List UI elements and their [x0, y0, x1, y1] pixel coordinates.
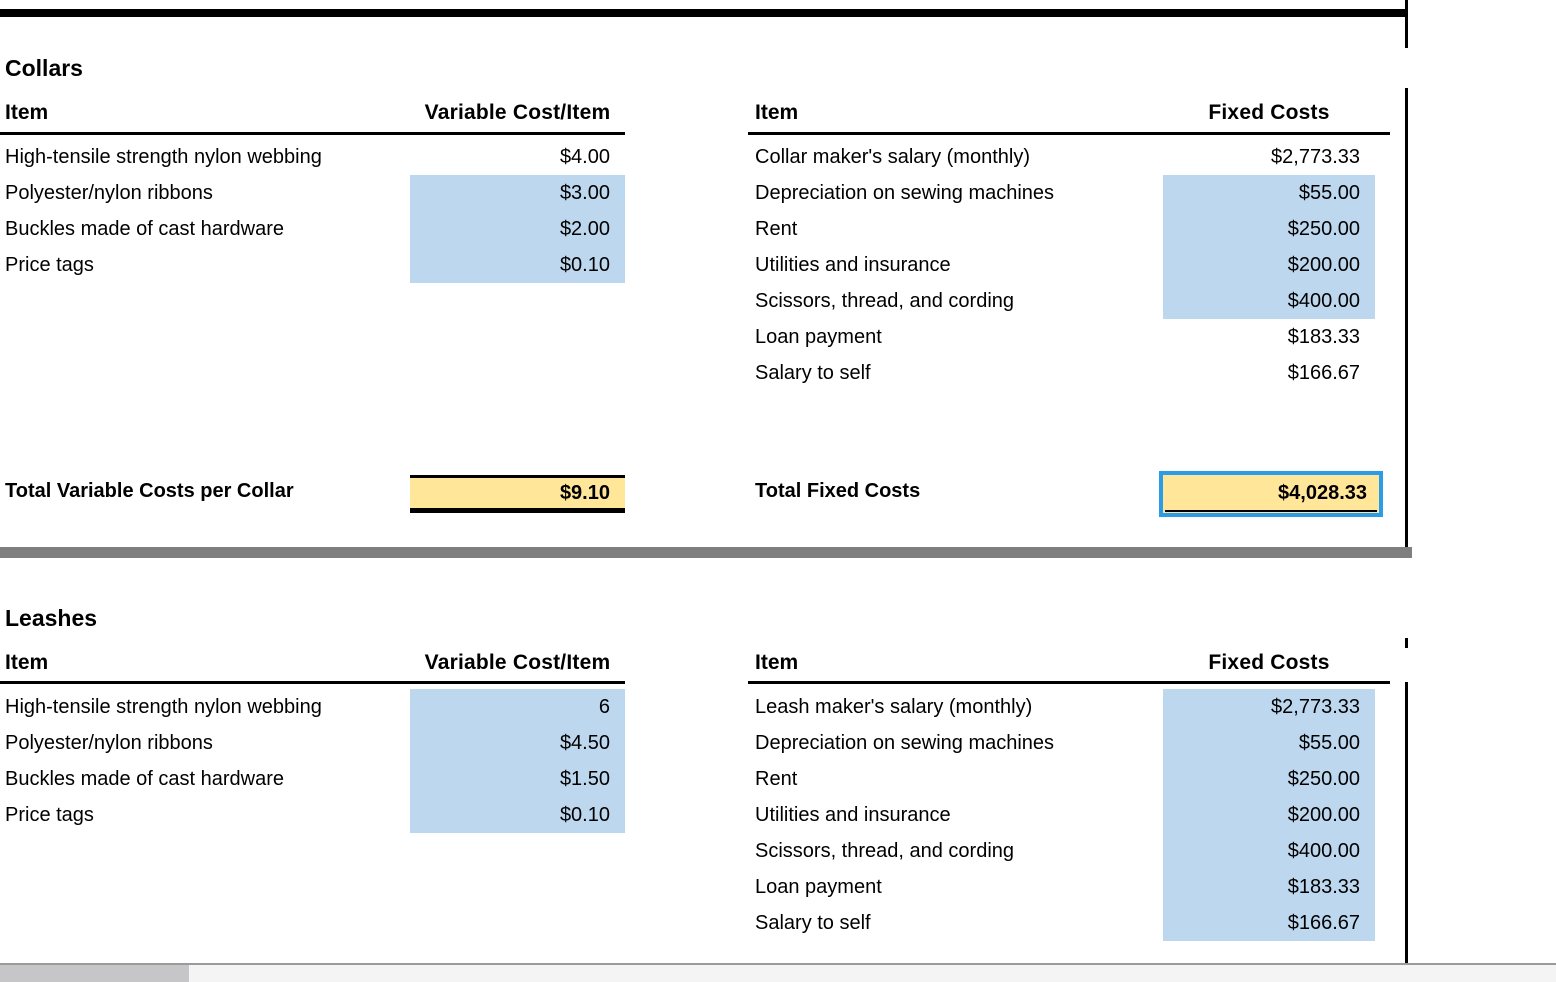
item-cell[interactable]: Depreciation on sewing machines [755, 732, 1055, 754]
header-underline [0, 132, 625, 135]
item-cell[interactable]: Leash maker's salary (monthly) [755, 696, 1033, 718]
value-cell[interactable]: $200.00 [1163, 247, 1375, 283]
header-underline [0, 681, 625, 684]
table-row: Scissors, thread, and cording $400.00 [0, 283, 1405, 319]
value-cell[interactable]: $200.00 [1163, 797, 1375, 833]
value-cell[interactable]: $3.00 [410, 175, 625, 211]
value-cell[interactable]: $166.67 [1163, 905, 1375, 941]
cell-bottom-border [1165, 510, 1377, 512]
value-cell[interactable]: $0.10 [410, 247, 625, 283]
table-row: Polyester/nylon ribbons $3.00 [0, 175, 1405, 211]
value-cell[interactable]: 6 [410, 689, 625, 725]
thick-top-border [0, 9, 1405, 17]
page-break-line [1405, 0, 1408, 48]
item-cell[interactable]: Polyester/nylon ribbons [5, 182, 213, 204]
table-row: Depreciation on sewing machines $55.00 [0, 175, 1405, 211]
table-row: Depreciation on sewing machines $55.00 [0, 725, 1405, 761]
value-cell[interactable]: $2.00 [410, 211, 625, 247]
table-row: Collar maker's salary (monthly) $2,773.3… [0, 139, 1405, 175]
item-cell[interactable]: Buckles made of cast hardware [5, 768, 285, 790]
table-row: Buckles made of cast hardware $2.00 [0, 211, 1405, 247]
horizontal-scrollbar-thumb[interactable] [0, 965, 189, 982]
section-title-collars: Collars [5, 55, 83, 81]
item-cell[interactable]: Rent [755, 218, 798, 240]
table-row: Rent $250.00 [0, 211, 1405, 247]
page-break-line [1405, 682, 1408, 963]
value-cell[interactable]: $250.00 [1163, 761, 1375, 797]
total-fixed-costs-selected-cell[interactable]: $4,028.33 [1159, 471, 1383, 517]
total-variable-costs-label[interactable]: Total Variable Costs per Collar [5, 480, 294, 502]
item-cell[interactable]: Buckles made of cast hardware [5, 218, 285, 240]
value-cell[interactable]: $4.50 [410, 725, 625, 761]
item-cell[interactable]: High-tensile strength nylon webbing [5, 146, 322, 168]
item-cell[interactable]: Utilities and insurance [755, 804, 951, 826]
table-row: Utilities and insurance $200.00 [0, 797, 1405, 833]
total-fixed-costs-value: $4,028.33 [1278, 482, 1367, 504]
value-cell[interactable]: $0.10 [410, 797, 625, 833]
table-header-row: Item Variable Cost/Item Item Fixed Costs [0, 645, 1405, 681]
section-title-leashes: Leashes [5, 605, 98, 631]
item-cell[interactable]: Price tags [5, 804, 94, 826]
header-underline [748, 132, 1390, 135]
item-cell[interactable]: Price tags [5, 254, 94, 276]
value-cell[interactable]: $2,773.33 [1271, 146, 1360, 168]
table-row: Polyester/nylon ribbons $4.50 [0, 725, 1405, 761]
item-cell[interactable]: Salary to self [755, 362, 871, 384]
table-row: Salary to self $166.67 [0, 905, 1405, 941]
value-cell[interactable]: $183.33 [1163, 869, 1375, 905]
item-cell[interactable]: Utilities and insurance [755, 254, 951, 276]
leashes-fixed-costs-header[interactable]: Fixed Costs [1208, 651, 1330, 674]
item-cell[interactable]: Loan payment [755, 326, 882, 348]
table-row: Price tags $0.10 [0, 247, 1405, 283]
value-cell[interactable]: $55.00 [1163, 725, 1375, 761]
value-cell[interactable]: $1.50 [410, 761, 625, 797]
total-fixed-costs-label[interactable]: Total Fixed Costs [755, 480, 921, 502]
section-divider-bar [0, 547, 1412, 558]
item-cell[interactable]: Loan payment [755, 876, 882, 898]
table-row: Rent $250.00 [0, 761, 1405, 797]
table-row: Salary to self $166.67 [0, 355, 1405, 391]
scrollbar-top-border [0, 963, 1556, 965]
value-cell[interactable]: $250.00 [1163, 211, 1375, 247]
value-cell[interactable]: $400.00 [1163, 833, 1375, 869]
horizontal-scrollbar-track[interactable] [0, 965, 1556, 982]
value-cell[interactable]: $166.67 [1287, 362, 1360, 384]
item-cell[interactable]: Depreciation on sewing machines [755, 182, 1055, 204]
table-row: Leash maker's salary (monthly) $2,773.33 [0, 689, 1405, 725]
item-cell[interactable]: Polyester/nylon ribbons [5, 732, 213, 754]
total-variable-costs-cell[interactable]: $9.10 [410, 475, 625, 513]
table-row: High-tensile strength nylon webbing 6 [0, 689, 1405, 725]
collars-variable-cost-header[interactable]: Variable Cost/Item [424, 101, 611, 124]
item-cell[interactable]: Salary to self [755, 912, 871, 934]
table-row: Price tags $0.10 [0, 797, 1405, 833]
collars-variable-item-header[interactable]: Item [5, 101, 49, 124]
leashes-variable-cost-header[interactable]: Variable Cost/Item [424, 651, 611, 674]
item-cell[interactable]: Scissors, thread, and cording [755, 840, 1015, 862]
table-row: Scissors, thread, and cording $400.00 [0, 833, 1405, 869]
value-cell[interactable]: $183.33 [1287, 326, 1360, 348]
table-row: High-tensile strength nylon webbing $4.0… [0, 139, 1405, 175]
page-break-line [1405, 88, 1408, 548]
leashes-fixed-item-header[interactable]: Item [755, 651, 799, 674]
table-row: Buckles made of cast hardware $1.50 [0, 761, 1405, 797]
table-row: Utilities and insurance $200.00 [0, 247, 1405, 283]
item-cell[interactable]: Collar maker's salary (monthly) [755, 146, 1030, 168]
table-row: Loan payment $183.33 [0, 319, 1405, 355]
table-row: Loan payment $183.33 [0, 869, 1405, 905]
header-underline [748, 681, 1390, 684]
value-cell[interactable]: $400.00 [1163, 283, 1375, 319]
value-cell[interactable]: $4.00 [559, 146, 610, 168]
page-break-line [1405, 638, 1408, 648]
collars-fixed-item-header[interactable]: Item [755, 101, 799, 124]
value-cell[interactable]: $55.00 [1163, 175, 1375, 211]
value-cell[interactable]: $2,773.33 [1163, 689, 1375, 725]
item-cell[interactable]: Rent [755, 768, 798, 790]
table-header-row: Item Variable Cost/Item Item Fixed Costs [0, 95, 1405, 131]
leashes-variable-item-header[interactable]: Item [5, 651, 49, 674]
item-cell[interactable]: High-tensile strength nylon webbing [5, 696, 322, 718]
collars-fixed-costs-header[interactable]: Fixed Costs [1208, 101, 1330, 124]
item-cell[interactable]: Scissors, thread, and cording [755, 290, 1015, 312]
